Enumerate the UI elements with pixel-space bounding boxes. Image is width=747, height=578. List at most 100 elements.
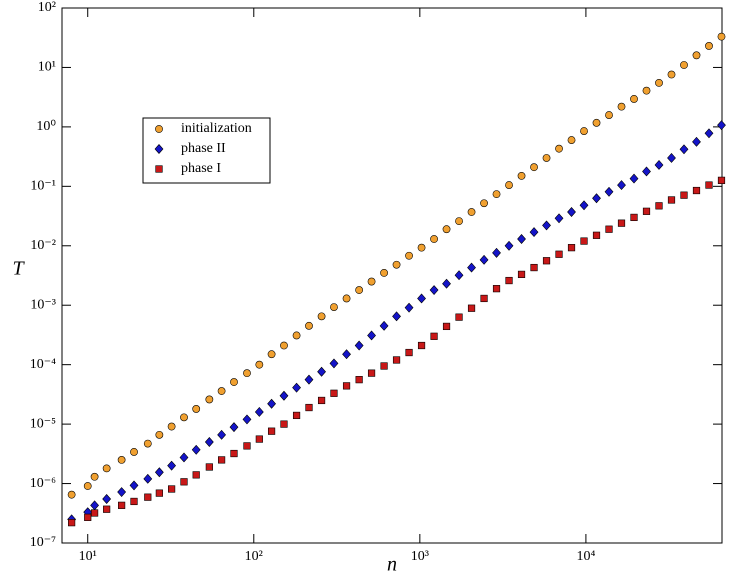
point — [480, 294, 488, 303]
point — [342, 382, 351, 390]
point — [667, 196, 676, 204]
legend-marker — [155, 125, 163, 133]
point — [355, 286, 364, 294]
y-tick-label: 10⁻² — [30, 238, 56, 253]
point — [354, 340, 364, 351]
point — [305, 321, 313, 330]
point — [617, 180, 626, 191]
x-tick-label: 10³ — [411, 549, 429, 564]
point — [642, 207, 651, 215]
point — [68, 519, 76, 527]
point — [667, 153, 676, 163]
point — [592, 231, 601, 239]
point — [84, 513, 92, 521]
point — [255, 360, 264, 369]
point — [467, 262, 476, 273]
point — [605, 111, 613, 119]
point — [455, 313, 463, 321]
point — [555, 250, 563, 258]
point — [642, 86, 651, 95]
legend-marker — [154, 144, 164, 154]
point — [292, 331, 301, 340]
point — [130, 448, 138, 456]
point — [292, 411, 301, 420]
point — [492, 190, 501, 199]
point — [630, 95, 638, 103]
point — [717, 176, 726, 184]
point — [455, 217, 463, 226]
point — [217, 387, 226, 395]
point — [492, 285, 501, 293]
point — [717, 120, 726, 131]
point — [103, 505, 111, 513]
point — [379, 320, 389, 331]
point — [342, 349, 351, 360]
point — [243, 369, 251, 378]
point — [442, 322, 451, 331]
point — [405, 251, 413, 260]
point — [168, 485, 176, 493]
point — [254, 407, 264, 417]
point — [230, 378, 238, 386]
point — [405, 348, 413, 357]
y-tick-label: 10¹ — [38, 60, 56, 75]
point — [430, 332, 438, 340]
point — [542, 154, 551, 162]
point — [680, 61, 688, 69]
point — [667, 70, 676, 79]
point — [130, 497, 138, 506]
point — [229, 422, 239, 433]
point — [692, 136, 701, 147]
point — [554, 213, 564, 224]
point — [280, 341, 288, 350]
point — [267, 398, 276, 409]
point — [205, 395, 214, 404]
y-axis-label: T — [12, 258, 25, 280]
point — [705, 42, 713, 50]
x-tick-label: 10⁴ — [576, 549, 595, 564]
point — [117, 487, 127, 497]
point — [155, 489, 163, 497]
point — [567, 207, 576, 217]
point — [330, 389, 338, 397]
point — [90, 472, 99, 481]
point — [102, 494, 112, 504]
point — [542, 220, 551, 231]
point — [242, 414, 252, 425]
point — [342, 294, 351, 303]
point — [392, 260, 401, 269]
point — [192, 405, 201, 413]
point — [329, 358, 339, 369]
point — [292, 382, 301, 393]
point — [180, 478, 188, 486]
point — [530, 163, 538, 172]
point — [692, 51, 701, 60]
point — [280, 420, 288, 428]
point — [392, 311, 401, 322]
point — [429, 285, 439, 295]
point — [505, 276, 513, 285]
point — [304, 374, 314, 385]
point — [555, 144, 563, 153]
point — [467, 304, 476, 312]
y-tick-label: 10⁻⁶ — [30, 476, 56, 491]
point — [155, 430, 164, 439]
point — [154, 467, 164, 478]
point — [467, 208, 476, 216]
point — [692, 186, 701, 195]
point — [317, 396, 326, 405]
legend-label: phase II — [181, 141, 226, 156]
point — [530, 263, 538, 272]
point — [118, 501, 126, 509]
y-tick-label: 10² — [38, 0, 56, 15]
point — [567, 244, 576, 252]
point — [454, 270, 464, 281]
legend: initialization phase II phase I — [142, 117, 271, 184]
point — [592, 193, 601, 204]
point — [704, 128, 714, 139]
point — [617, 219, 626, 227]
point — [305, 403, 313, 412]
point — [655, 78, 663, 87]
point — [367, 330, 376, 341]
point — [83, 482, 92, 490]
